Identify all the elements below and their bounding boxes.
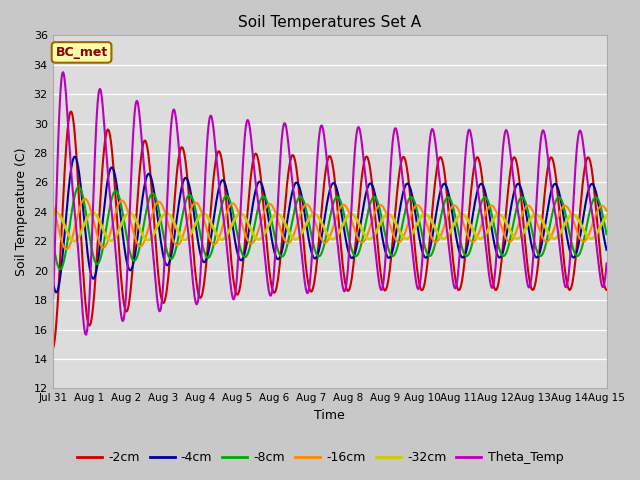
Line: -32cm: -32cm bbox=[52, 212, 607, 241]
-8cm bbox=[235, 238, 243, 243]
Theta_Temp bbox=[489, 285, 497, 290]
-16cm bbox=[538, 232, 545, 238]
-32cm bbox=[538, 217, 545, 223]
-32cm bbox=[70, 238, 78, 244]
-8cm bbox=[538, 252, 545, 258]
-8cm bbox=[75, 184, 83, 190]
-8cm bbox=[489, 216, 497, 221]
-32cm bbox=[489, 218, 497, 224]
Line: -16cm: -16cm bbox=[52, 199, 607, 249]
-4cm bbox=[71, 154, 79, 159]
Theta_Temp bbox=[173, 121, 180, 127]
-32cm bbox=[49, 211, 56, 216]
-2cm bbox=[67, 108, 75, 114]
-16cm bbox=[603, 208, 611, 214]
Legend: -2cm, -4cm, -8cm, -16cm, -32cm, Theta_Temp: -2cm, -4cm, -8cm, -16cm, -32cm, Theta_Te… bbox=[72, 446, 568, 469]
Theta_Temp bbox=[235, 247, 243, 253]
Theta_Temp bbox=[49, 305, 56, 311]
Line: -4cm: -4cm bbox=[52, 156, 607, 292]
X-axis label: Time: Time bbox=[314, 409, 345, 422]
-4cm bbox=[489, 231, 497, 237]
-8cm bbox=[159, 230, 167, 236]
-16cm bbox=[159, 204, 167, 210]
Theta_Temp bbox=[82, 332, 90, 337]
-32cm bbox=[417, 215, 424, 221]
-32cm bbox=[52, 209, 60, 215]
-2cm bbox=[234, 291, 242, 297]
Theta_Temp bbox=[538, 132, 545, 138]
-2cm bbox=[603, 287, 611, 293]
-4cm bbox=[603, 247, 611, 253]
-2cm bbox=[159, 300, 166, 305]
Title: Soil Temperatures Set A: Soil Temperatures Set A bbox=[238, 15, 421, 30]
-16cm bbox=[235, 210, 243, 216]
-4cm bbox=[49, 276, 56, 282]
-8cm bbox=[173, 243, 180, 249]
Theta_Temp bbox=[159, 282, 167, 288]
-16cm bbox=[49, 202, 56, 208]
-2cm bbox=[172, 177, 180, 183]
-2cm bbox=[538, 230, 545, 236]
Theta_Temp bbox=[603, 261, 611, 266]
-4cm bbox=[417, 240, 424, 245]
-8cm bbox=[49, 235, 56, 241]
-8cm bbox=[603, 231, 611, 237]
-8cm bbox=[56, 266, 64, 272]
Line: Theta_Temp: Theta_Temp bbox=[52, 72, 607, 335]
Text: BC_met: BC_met bbox=[56, 46, 108, 59]
-4cm bbox=[159, 252, 167, 258]
-4cm bbox=[173, 217, 180, 223]
Y-axis label: Soil Temperature (C): Soil Temperature (C) bbox=[15, 148, 28, 276]
Theta_Temp bbox=[417, 279, 424, 285]
-8cm bbox=[417, 223, 424, 229]
-2cm bbox=[488, 276, 496, 281]
Theta_Temp bbox=[60, 69, 67, 75]
-32cm bbox=[603, 213, 611, 219]
-4cm bbox=[235, 254, 243, 260]
-16cm bbox=[417, 204, 424, 210]
-32cm bbox=[173, 226, 180, 231]
-16cm bbox=[81, 196, 89, 202]
-32cm bbox=[235, 211, 243, 217]
-4cm bbox=[52, 289, 60, 295]
-2cm bbox=[49, 346, 56, 351]
Line: -8cm: -8cm bbox=[52, 187, 607, 269]
-4cm bbox=[538, 242, 545, 248]
-16cm bbox=[489, 203, 497, 209]
-2cm bbox=[416, 283, 424, 289]
-32cm bbox=[159, 212, 167, 218]
-16cm bbox=[63, 246, 70, 252]
Line: -2cm: -2cm bbox=[52, 111, 607, 348]
-16cm bbox=[173, 242, 180, 248]
